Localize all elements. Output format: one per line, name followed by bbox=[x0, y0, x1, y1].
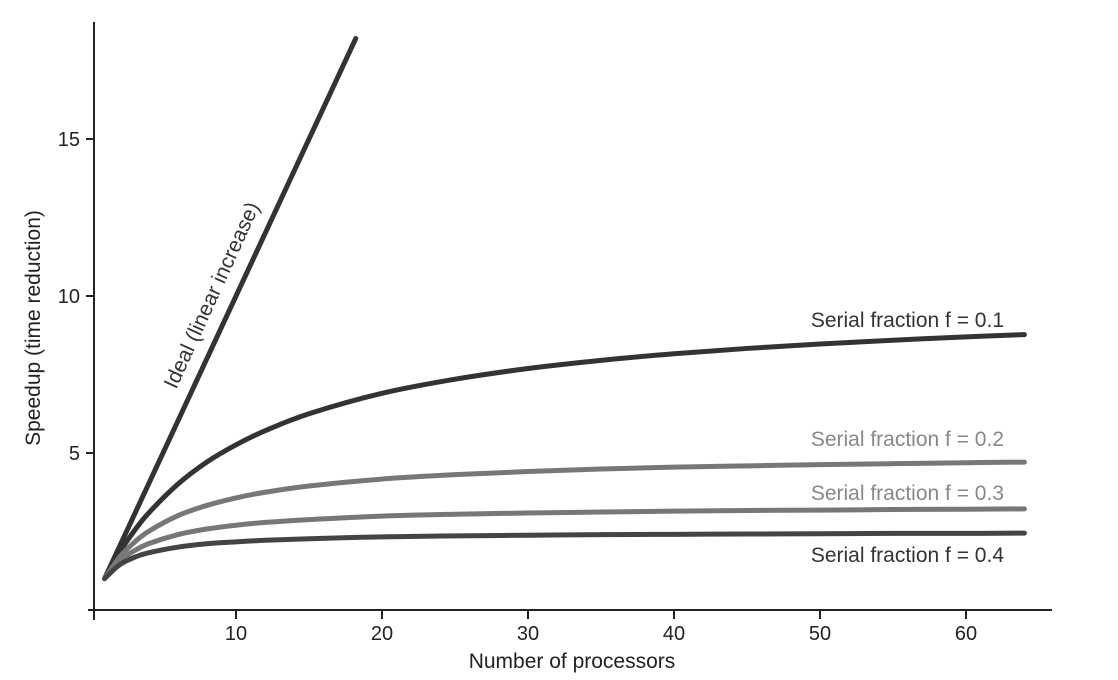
series-line-f-0-1 bbox=[102, 332, 1027, 582]
x-tick-label: 20 bbox=[371, 623, 393, 645]
series-label-ideal: Ideal (linear increase) bbox=[160, 199, 265, 392]
x-axis-title: Number of processors bbox=[469, 650, 676, 673]
series-line-f-0-2 bbox=[102, 459, 1027, 582]
x-tick-label: 10 bbox=[225, 623, 247, 645]
axis-ticks: 10 20 30 40 50 60 5 10 15 bbox=[58, 129, 977, 645]
series-label-f-0-2: Serial fraction f = 0.2 bbox=[811, 428, 1004, 451]
x-tick-label: 50 bbox=[809, 623, 831, 645]
series-label-f-0-1: Serial fraction f = 0.1 bbox=[811, 309, 1004, 332]
x-tick-label: 40 bbox=[663, 623, 685, 645]
series-line-f-0-4 bbox=[102, 530, 1027, 582]
y-tick-label: 15 bbox=[58, 129, 80, 151]
y-axis-title: Speedup (time reduction) bbox=[22, 210, 45, 446]
series-label-f-0-4: Serial fraction f = 0.4 bbox=[811, 544, 1005, 567]
plot-area bbox=[102, 36, 1027, 582]
series-label-f-0-3: Serial fraction f = 0.3 bbox=[811, 482, 1004, 505]
series-line-ideal bbox=[102, 36, 359, 582]
x-tick-label: 30 bbox=[517, 623, 539, 645]
series-line-f-0-3 bbox=[102, 506, 1027, 582]
y-tick-label: 10 bbox=[58, 286, 80, 308]
y-tick-label: 5 bbox=[69, 443, 80, 465]
x-tick-label: 60 bbox=[955, 623, 977, 645]
